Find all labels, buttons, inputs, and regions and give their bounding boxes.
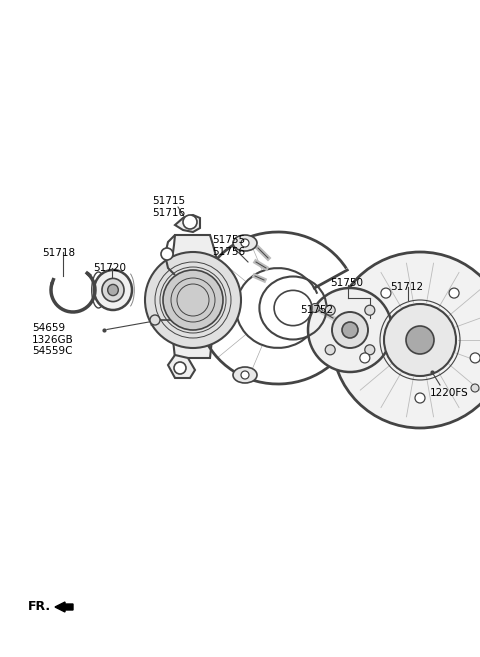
Circle shape	[332, 252, 480, 428]
Text: 1220FS: 1220FS	[430, 388, 469, 398]
Polygon shape	[168, 355, 195, 378]
Text: 54659
1326GB
54559C: 54659 1326GB 54559C	[32, 323, 74, 356]
Circle shape	[471, 384, 479, 392]
Circle shape	[449, 288, 459, 298]
Circle shape	[365, 306, 375, 315]
Text: 51715
51716: 51715 51716	[152, 196, 185, 217]
Circle shape	[145, 252, 241, 348]
Circle shape	[174, 362, 186, 374]
Circle shape	[381, 288, 391, 298]
Circle shape	[241, 239, 249, 247]
Text: 51755
51756: 51755 51756	[212, 235, 245, 257]
Circle shape	[311, 304, 320, 313]
Circle shape	[161, 248, 173, 260]
Circle shape	[325, 306, 335, 315]
Circle shape	[470, 353, 480, 363]
Circle shape	[342, 322, 358, 338]
Ellipse shape	[108, 284, 118, 296]
Text: FR.: FR.	[28, 600, 51, 614]
Circle shape	[325, 345, 335, 355]
Circle shape	[365, 345, 375, 355]
FancyArrow shape	[55, 602, 73, 612]
Text: 51752: 51752	[300, 305, 333, 315]
Ellipse shape	[233, 367, 257, 383]
Circle shape	[163, 270, 223, 330]
Circle shape	[406, 326, 434, 354]
Polygon shape	[175, 215, 200, 232]
Circle shape	[415, 393, 425, 403]
Polygon shape	[170, 235, 217, 358]
Text: 51750: 51750	[330, 278, 363, 288]
Text: 51712: 51712	[390, 282, 423, 292]
Ellipse shape	[102, 279, 124, 302]
Text: 51720: 51720	[93, 263, 126, 273]
Ellipse shape	[233, 235, 257, 251]
Circle shape	[308, 288, 392, 372]
Circle shape	[183, 215, 197, 229]
Circle shape	[332, 312, 368, 348]
Ellipse shape	[94, 270, 132, 310]
Text: 51718: 51718	[42, 248, 75, 258]
Circle shape	[384, 304, 456, 376]
Circle shape	[150, 315, 160, 325]
Circle shape	[241, 371, 249, 379]
Circle shape	[360, 353, 370, 363]
